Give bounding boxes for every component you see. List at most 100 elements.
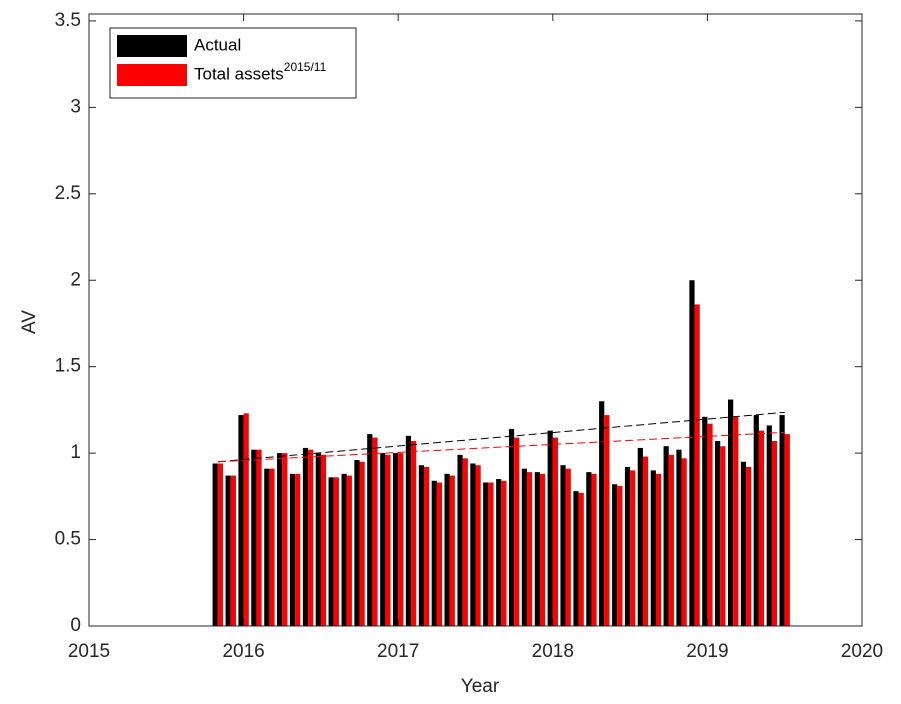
- bar: [328, 477, 334, 626]
- bar: [243, 413, 249, 626]
- legend-swatch: [117, 35, 187, 57]
- trend-line: [217, 431, 785, 463]
- bar: [354, 460, 360, 626]
- x-tick-label: 2020: [841, 641, 883, 662]
- bar: [457, 454, 463, 626]
- bar: [488, 482, 494, 626]
- bar: [398, 453, 404, 626]
- bar: [637, 447, 643, 626]
- bar: [269, 468, 275, 626]
- bar: [733, 416, 739, 626]
- y-tick-label: 3: [70, 96, 81, 117]
- y-tick-label: 0.5: [55, 529, 81, 550]
- legend-swatch: [117, 64, 187, 86]
- legend-label: Actual: [194, 35, 241, 54]
- bar: [534, 472, 540, 626]
- bar: [418, 465, 425, 626]
- bar: [295, 473, 301, 626]
- bar: [256, 449, 262, 626]
- bar: [308, 449, 314, 626]
- bar: [694, 304, 700, 626]
- bar: [655, 473, 662, 626]
- bar: [758, 430, 765, 626]
- bar: [707, 423, 713, 626]
- bar: [212, 463, 218, 626]
- bar: [539, 473, 546, 626]
- bar: [746, 466, 752, 626]
- bar: [302, 447, 309, 626]
- bar: [599, 401, 605, 626]
- bar: [424, 466, 430, 626]
- bar: [642, 456, 649, 626]
- bar: [573, 491, 579, 626]
- bar: [315, 453, 321, 626]
- y-tick-label: 3.5: [55, 10, 81, 31]
- bar: [341, 473, 347, 626]
- y-tick-label: 2: [70, 269, 81, 290]
- y-tick-label: 2.5: [55, 183, 81, 204]
- bar: [526, 472, 533, 626]
- bar: [591, 473, 597, 626]
- bar: [668, 454, 674, 626]
- bar: [552, 437, 558, 626]
- bar: [251, 449, 257, 626]
- plot-frame: [88, 13, 863, 627]
- bar: [740, 461, 747, 626]
- bar: [444, 473, 450, 626]
- bar: [624, 466, 631, 626]
- bar: [702, 416, 708, 626]
- bar: [612, 484, 618, 626]
- bar: [238, 415, 244, 626]
- bar: [617, 485, 623, 626]
- bar: [766, 425, 772, 626]
- bar: [681, 458, 687, 626]
- bar: [217, 463, 223, 626]
- bar: [431, 480, 437, 626]
- bar: [462, 458, 468, 626]
- bar: [470, 463, 476, 626]
- bar: [289, 473, 296, 626]
- bar: [565, 468, 571, 626]
- y-axis-label: AV: [19, 310, 40, 334]
- bar: [475, 465, 481, 626]
- bar: [483, 482, 489, 626]
- y-tick-label: 1.5: [55, 356, 81, 377]
- bar: [547, 430, 553, 626]
- bar: [385, 454, 391, 626]
- bar: [320, 454, 327, 626]
- legend-superscript: 2015/11: [284, 60, 327, 74]
- bar: [715, 441, 721, 626]
- bar: [277, 453, 283, 626]
- bar: [264, 468, 270, 626]
- bar: [650, 470, 656, 626]
- bar: [604, 415, 610, 626]
- bar: [372, 437, 378, 626]
- bar: [230, 475, 236, 626]
- bar: [676, 449, 682, 626]
- x-tick-label: 2019: [686, 641, 728, 662]
- bar: [771, 441, 778, 626]
- bar: [753, 415, 759, 626]
- bar: [508, 428, 515, 626]
- bar: [521, 468, 527, 626]
- bar: [501, 480, 507, 626]
- bar: [225, 475, 231, 626]
- x-tick-label: 2015: [68, 641, 110, 662]
- bar: [689, 280, 695, 626]
- bar: [346, 475, 352, 626]
- bar: [630, 470, 636, 626]
- x-tick-label: 2016: [222, 641, 264, 662]
- bar: [663, 446, 669, 626]
- x-tick-label: 2018: [532, 641, 574, 662]
- bar: [779, 415, 785, 626]
- bar: [359, 461, 365, 626]
- x-axis-label: Year: [461, 676, 500, 697]
- bar: [282, 453, 288, 626]
- y-tick-label: 1: [70, 442, 81, 463]
- bar: [728, 399, 734, 626]
- bar: [449, 475, 455, 626]
- y-tick-label: 0: [70, 615, 81, 636]
- bar: [367, 434, 373, 626]
